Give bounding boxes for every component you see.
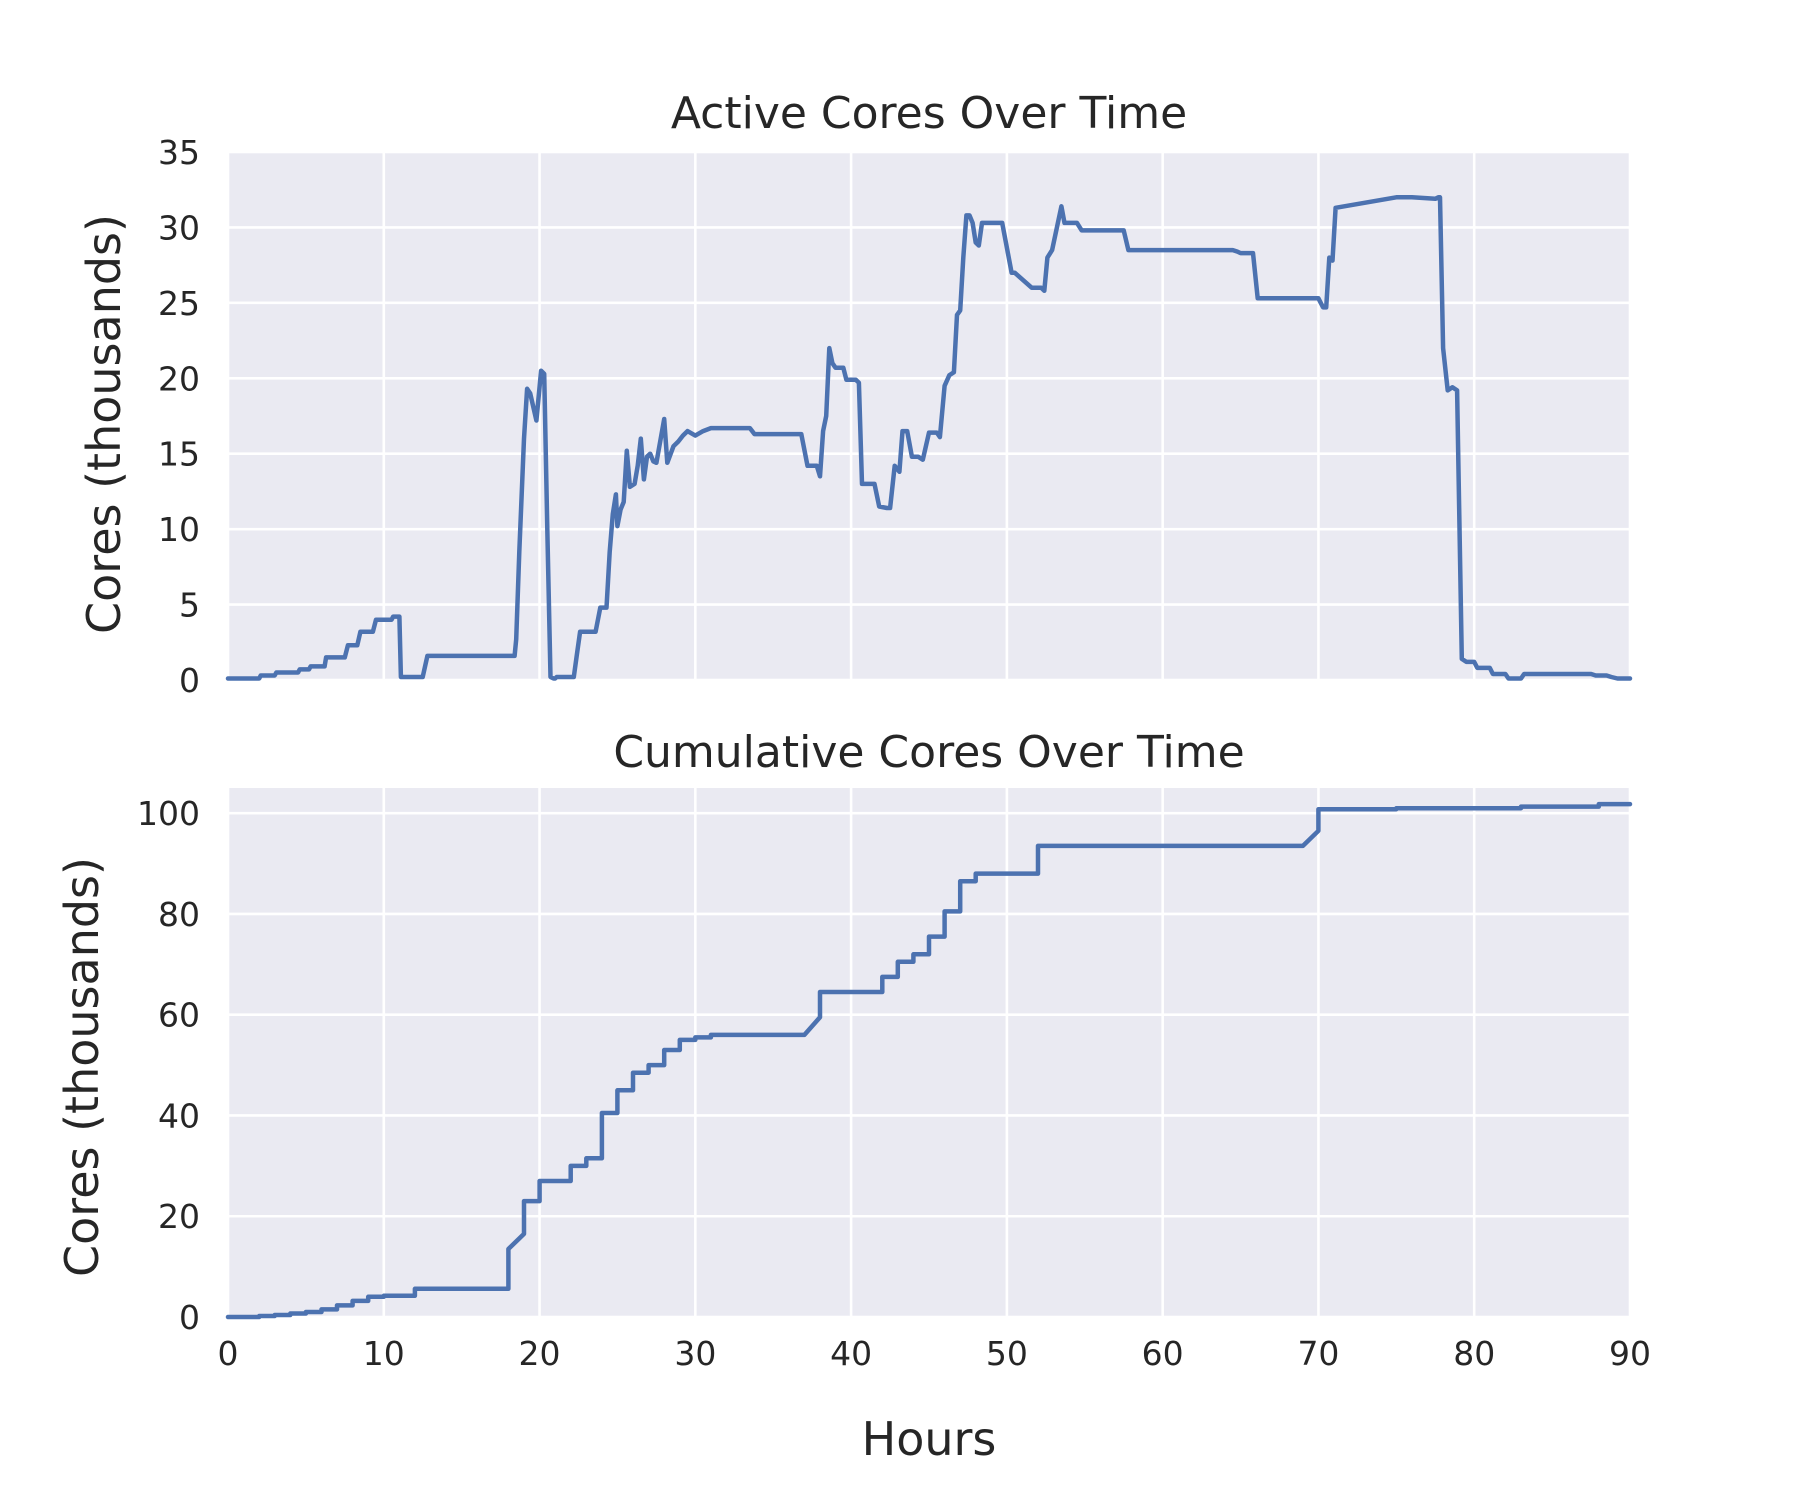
y-tick-label: 15: [158, 435, 200, 474]
y-axis-label-cumulative: Cores (thousands): [55, 857, 109, 1277]
x-tick-label: 70: [1297, 1334, 1339, 1373]
y-tick-label: 5: [179, 586, 200, 625]
y-tick-label: 20: [158, 1197, 200, 1236]
y-tick-label: 25: [158, 284, 200, 323]
x-tick-label: 80: [1453, 1334, 1495, 1373]
chart-cumulative-cores: Cumulative Cores Over Time Cores (thousa…: [55, 727, 1651, 1466]
y-tick-label: 0: [179, 1298, 200, 1337]
x-tick-label: 60: [1142, 1334, 1184, 1373]
x-tick-label: 50: [986, 1334, 1028, 1373]
plot-background: [228, 152, 1630, 680]
plot-area-active: 0 5 10 15 20 25 30 35: [158, 133, 1633, 700]
plot-area-cumulative: 0 10 20 30 40 50 60 70 80 90 0 20 40 60 80 100: [137, 788, 1651, 1373]
y-tick-label: 80: [158, 895, 200, 934]
y-tick-label: 60: [158, 996, 200, 1035]
y-tick-label: 10: [158, 510, 200, 549]
chart-title-active: Active Cores Over Time: [671, 88, 1187, 139]
x-tick-label: 90: [1609, 1334, 1651, 1373]
chart-active-cores: Active Cores Over Time Cores (thousands)…: [77, 88, 1633, 700]
series-line: [225, 195, 1633, 681]
y-tick-label: 100: [137, 794, 200, 833]
y-tick-label: 30: [158, 208, 200, 247]
chart-title-cumulative: Cumulative Cores Over Time: [613, 727, 1244, 778]
x-tick-label: 40: [830, 1334, 872, 1373]
series-line: [225, 801, 1633, 1320]
y-tick-label: 0: [179, 661, 200, 700]
plot-background: [228, 788, 1630, 1317]
x-tick-label: 10: [363, 1334, 405, 1373]
x-tick-label: 30: [674, 1334, 716, 1373]
x-axis-label: Hours: [862, 1412, 997, 1466]
y-tick-label: 35: [158, 133, 200, 172]
y-tick-label: 20: [158, 359, 200, 398]
x-tick-label: 20: [519, 1334, 561, 1373]
x-tick-label: 0: [218, 1334, 239, 1373]
y-tick-label: 40: [158, 1096, 200, 1135]
y-axis-label-active: Cores (thousands): [77, 214, 131, 634]
